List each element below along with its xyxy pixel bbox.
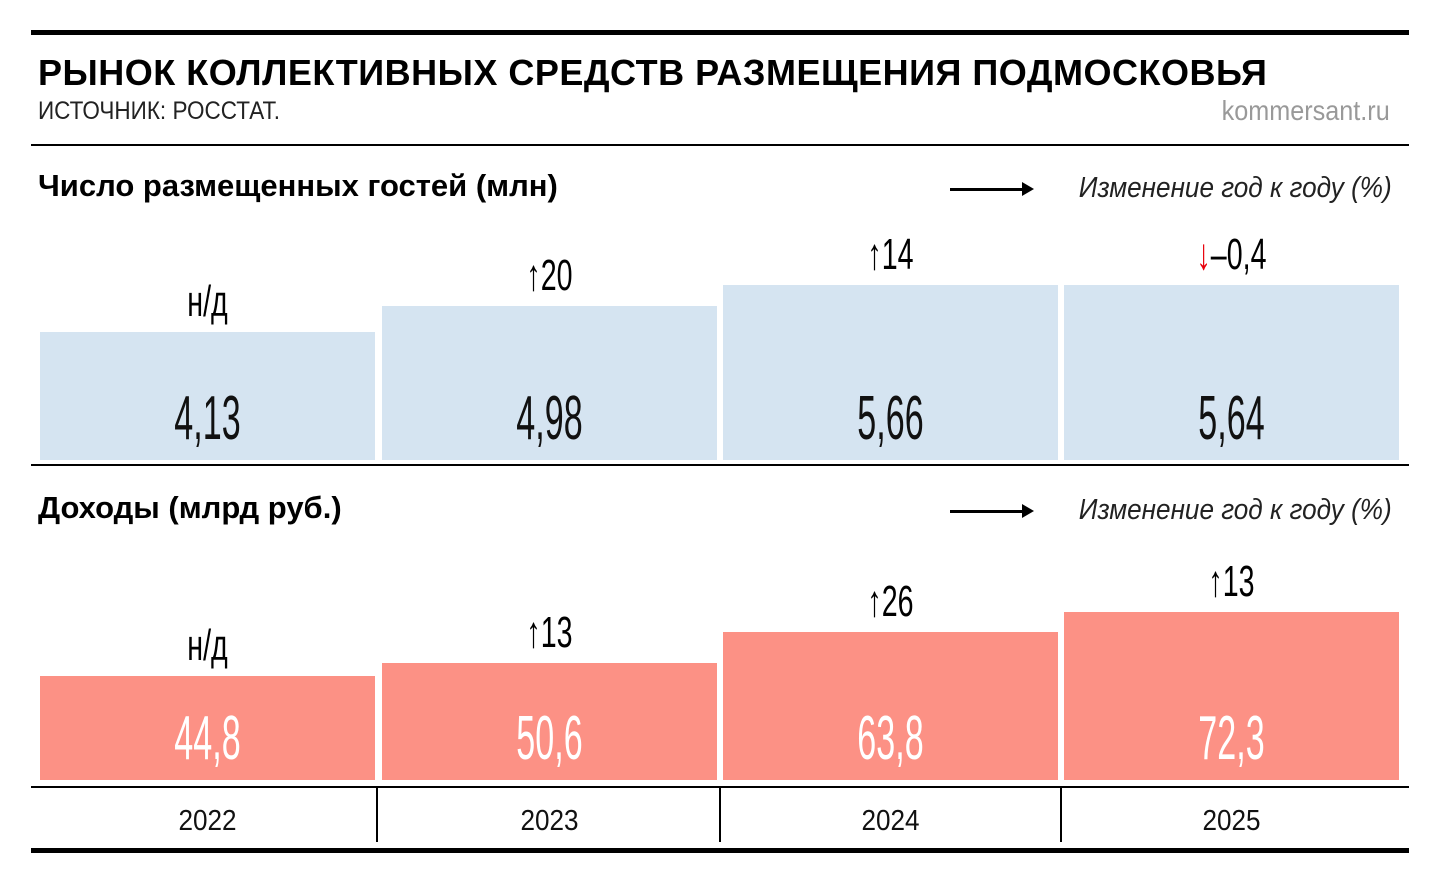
change-label: ↑14: [782, 229, 1000, 279]
legend-arrow-icon: [950, 504, 1034, 518]
change-label: ↑26: [782, 576, 1000, 626]
arrow-up-icon: ↑: [526, 250, 541, 300]
arrow-up-icon: ↑: [867, 576, 882, 626]
change-label: ↑20: [441, 250, 659, 300]
income-legend: Изменение год к году (%): [1079, 494, 1392, 526]
bar: [1064, 612, 1399, 780]
bar-value-label: 63,8: [857, 704, 924, 773]
change-label: н/д: [99, 276, 317, 326]
change-value: –0,4: [1210, 230, 1267, 280]
bar-value-label: 72,3: [1198, 704, 1265, 773]
bar: [382, 662, 717, 780]
guests-legend: Изменение год к году (%): [1079, 172, 1392, 204]
change-value: 26: [881, 576, 914, 626]
year-separator: [1060, 788, 1062, 842]
section-rule: [31, 464, 1409, 466]
year-label: 2023: [520, 805, 579, 837]
bar-value-label: 4,98: [516, 384, 583, 453]
bar: [723, 284, 1058, 460]
year-label: 2022: [178, 805, 237, 837]
change-label: ↑13: [1123, 560, 1341, 604]
year-separator: [719, 788, 721, 842]
axis-rule: [31, 786, 1409, 788]
arrow-down-icon: ↓: [1196, 230, 1211, 280]
bar: [1064, 285, 1399, 460]
bar-value-label: 44,8: [174, 704, 241, 773]
change-label: н/д: [99, 624, 317, 668]
chart-title: РЫНОК КОЛЛЕКТИВНЫХ СРЕДСТВ РАЗМЕЩЕНИЯ ПО…: [38, 52, 1268, 93]
income-title: Доходы (млрд руб.): [38, 490, 342, 525]
bar: [382, 305, 717, 460]
site-credit: kommersant.ru: [1221, 95, 1390, 126]
bar-value-label: 4,13: [174, 384, 241, 453]
arrow-up-icon: ↑: [1208, 557, 1223, 607]
legend-arrow-icon: [950, 182, 1034, 196]
source-note: ИСТОЧНИК: РОССТАТ.: [38, 97, 280, 125]
change-value: 13: [1222, 557, 1255, 607]
change-value: 13: [540, 607, 573, 657]
header-rule: [31, 144, 1409, 146]
change-label: ↑13: [441, 607, 659, 657]
arrow-up-icon: ↑: [526, 607, 541, 657]
bottom-rule: [31, 848, 1409, 853]
arrow-up-icon: ↑: [867, 229, 882, 279]
change-value: 14: [881, 229, 914, 279]
bar: [40, 331, 375, 460]
bar-value-label: 5,66: [857, 384, 924, 453]
change-label: ↓–0,4: [1123, 233, 1341, 277]
change-value: 20: [540, 250, 573, 300]
bar: [723, 631, 1058, 780]
top-rule: [31, 30, 1409, 35]
change-value: н/д: [187, 621, 228, 671]
bar: [40, 676, 375, 780]
year-separator: [376, 788, 378, 842]
change-value: н/д: [187, 276, 228, 326]
bar-value-label: 5,64: [1198, 384, 1265, 453]
year-label: 2024: [861, 805, 920, 837]
year-label: 2025: [1202, 805, 1261, 837]
bar-value-label: 50,6: [516, 704, 583, 773]
guests-title: Число размещенных гостей (млн): [38, 168, 558, 203]
